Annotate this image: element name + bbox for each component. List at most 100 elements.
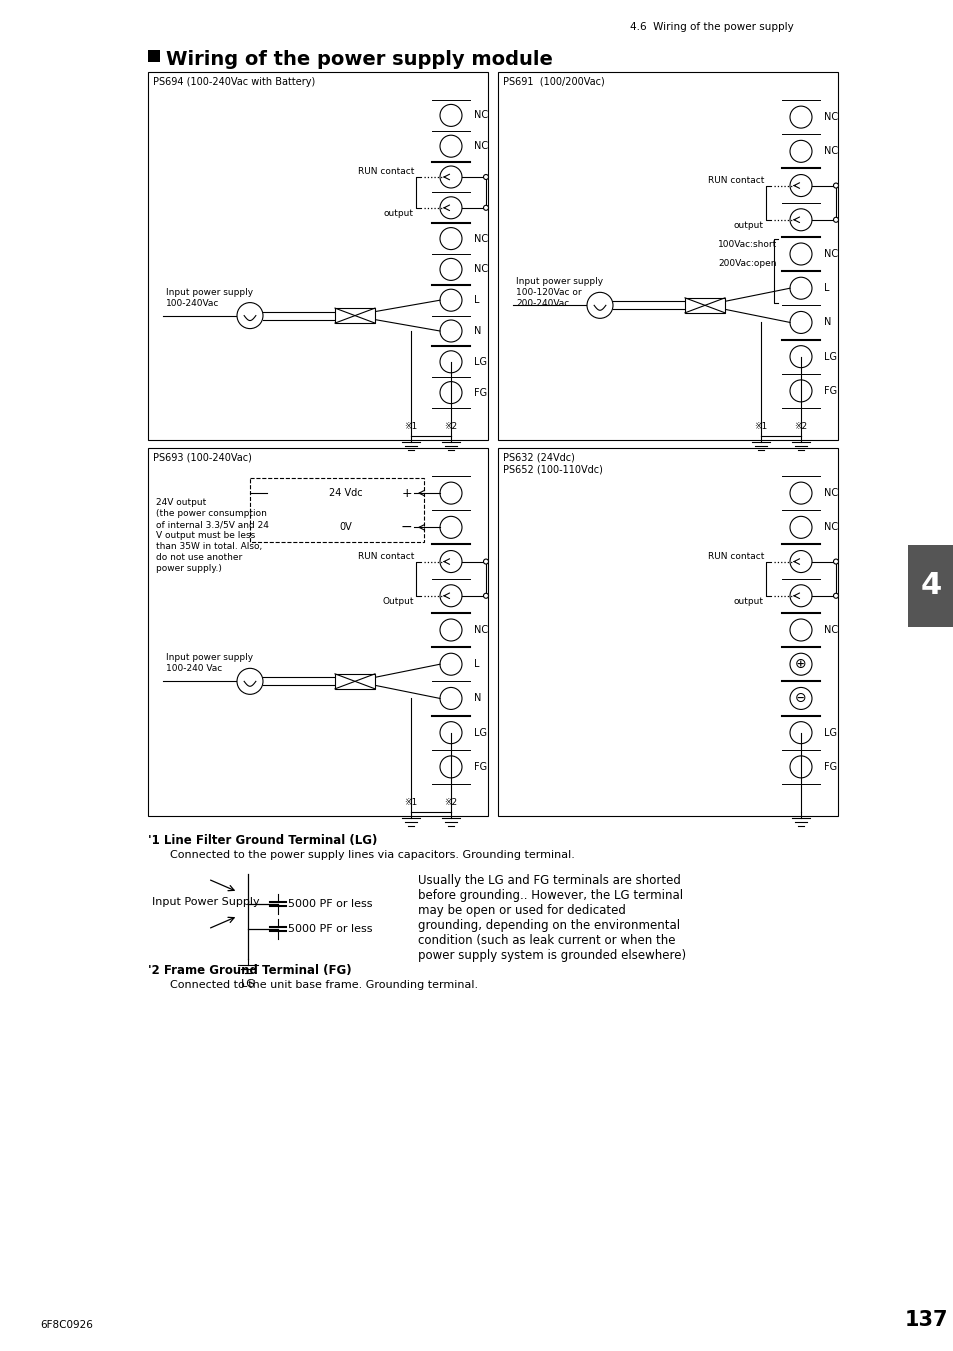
Text: Output: Output — [382, 597, 414, 605]
Text: ※1: ※1 — [754, 422, 767, 431]
Text: of internal 3.3/5V and 24: of internal 3.3/5V and 24 — [156, 520, 269, 530]
Text: 0V: 0V — [339, 523, 352, 532]
Text: RUN contact: RUN contact — [357, 551, 414, 561]
Text: 200Vac:open: 200Vac:open — [718, 259, 776, 267]
Circle shape — [439, 258, 461, 281]
Circle shape — [789, 516, 811, 538]
Text: NC: NC — [823, 523, 838, 532]
Text: before grounding.. However, the LG terminal: before grounding.. However, the LG termi… — [417, 889, 682, 902]
Text: Usually the LG and FG terminals are shorted: Usually the LG and FG terminals are shor… — [417, 874, 680, 888]
Bar — [335, 308, 375, 323]
Text: L: L — [474, 296, 479, 305]
Circle shape — [833, 559, 838, 565]
Text: LG: LG — [823, 728, 836, 738]
Circle shape — [439, 135, 461, 157]
Circle shape — [789, 277, 811, 299]
Text: N: N — [823, 317, 830, 327]
Text: ※2: ※2 — [444, 798, 457, 807]
Text: 100Vac:short: 100Vac:short — [717, 240, 776, 249]
Text: RUN contact: RUN contact — [357, 168, 414, 176]
Text: '1 Line Filter Ground Terminal (LG): '1 Line Filter Ground Terminal (LG) — [148, 834, 377, 847]
Circle shape — [789, 312, 811, 334]
Circle shape — [789, 721, 811, 743]
Text: output: output — [733, 597, 763, 605]
Circle shape — [439, 166, 461, 188]
Text: PS632 (24Vdc): PS632 (24Vdc) — [502, 453, 575, 463]
Text: output: output — [733, 220, 763, 230]
Circle shape — [789, 107, 811, 128]
Text: FG: FG — [823, 762, 836, 771]
Circle shape — [439, 197, 461, 219]
Bar — [148, 72, 488, 440]
Text: PS691  (100/200Vac): PS691 (100/200Vac) — [502, 77, 604, 86]
Text: Input power supply: Input power supply — [516, 277, 602, 286]
Text: 200-240Vac: 200-240Vac — [516, 300, 569, 308]
Text: 4: 4 — [920, 571, 941, 600]
Bar — [684, 297, 724, 313]
Bar — [148, 50, 160, 62]
Text: LG: LG — [240, 979, 255, 989]
Circle shape — [833, 182, 838, 188]
Text: NC: NC — [474, 265, 488, 274]
Text: Input power supply: Input power supply — [166, 288, 253, 297]
Text: power supply.): power supply.) — [156, 563, 222, 573]
Bar — [497, 72, 837, 440]
Circle shape — [439, 381, 461, 404]
Text: condition (such as leak current or when the: condition (such as leak current or when … — [417, 934, 675, 947]
Text: NC: NC — [474, 111, 488, 120]
Circle shape — [789, 482, 811, 504]
Text: 6F8C0926: 6F8C0926 — [40, 1320, 92, 1329]
Text: than 35W in total. Also,: than 35W in total. Also, — [156, 542, 262, 551]
Text: NC: NC — [823, 488, 838, 499]
Circle shape — [789, 757, 811, 778]
Text: FG: FG — [474, 388, 487, 397]
Text: FG: FG — [474, 762, 487, 771]
Text: LG: LG — [474, 728, 486, 738]
Text: NC: NC — [823, 146, 838, 157]
Text: LG: LG — [474, 357, 486, 367]
Text: 5000 PF or less: 5000 PF or less — [288, 924, 372, 934]
Circle shape — [439, 619, 461, 640]
Text: 24 Vdc: 24 Vdc — [329, 488, 362, 499]
Circle shape — [439, 585, 461, 607]
Circle shape — [439, 516, 461, 538]
Text: Connected to the unit base frame. Grounding terminal.: Connected to the unit base frame. Ground… — [170, 979, 477, 990]
Bar — [148, 449, 488, 816]
Text: output: output — [384, 209, 414, 218]
Text: PS693 (100-240Vac): PS693 (100-240Vac) — [152, 453, 252, 463]
Bar — [497, 449, 837, 816]
Circle shape — [439, 320, 461, 342]
Text: ※2: ※2 — [444, 422, 457, 431]
Circle shape — [439, 757, 461, 778]
Text: 100-240Vac: 100-240Vac — [166, 299, 219, 308]
Text: NC: NC — [823, 249, 838, 259]
Text: ※1: ※1 — [404, 798, 417, 807]
Text: RUN contact: RUN contact — [707, 551, 763, 561]
Circle shape — [483, 593, 488, 598]
Text: PS694 (100-240Vac with Battery): PS694 (100-240Vac with Battery) — [152, 77, 314, 86]
Text: NC: NC — [474, 142, 488, 151]
Text: 5000 PF or less: 5000 PF or less — [288, 898, 372, 909]
Text: L: L — [823, 284, 828, 293]
Circle shape — [439, 688, 461, 709]
Circle shape — [439, 289, 461, 311]
Text: grounding, depending on the environmental: grounding, depending on the environmenta… — [417, 919, 679, 932]
Text: Connected to the power supply lines via capacitors. Grounding terminal.: Connected to the power supply lines via … — [170, 850, 575, 861]
Text: V output must be less: V output must be less — [156, 531, 255, 540]
Text: NC: NC — [823, 626, 838, 635]
Text: NC: NC — [474, 234, 488, 243]
Text: '2 Frame Ground Terminal (FG): '2 Frame Ground Terminal (FG) — [148, 965, 352, 977]
Circle shape — [483, 205, 488, 211]
Circle shape — [439, 482, 461, 504]
Text: Wiring of the power supply module: Wiring of the power supply module — [166, 50, 553, 69]
Text: RUN contact: RUN contact — [707, 176, 763, 185]
Text: ※1: ※1 — [404, 422, 417, 431]
Text: NC: NC — [474, 626, 488, 635]
Text: ※2: ※2 — [794, 422, 807, 431]
Circle shape — [833, 593, 838, 598]
Text: PS652 (100-110Vdc): PS652 (100-110Vdc) — [502, 463, 602, 474]
Circle shape — [439, 227, 461, 250]
Bar — [907, 544, 953, 627]
Text: ⊕: ⊕ — [795, 657, 806, 671]
Bar — [335, 674, 375, 689]
